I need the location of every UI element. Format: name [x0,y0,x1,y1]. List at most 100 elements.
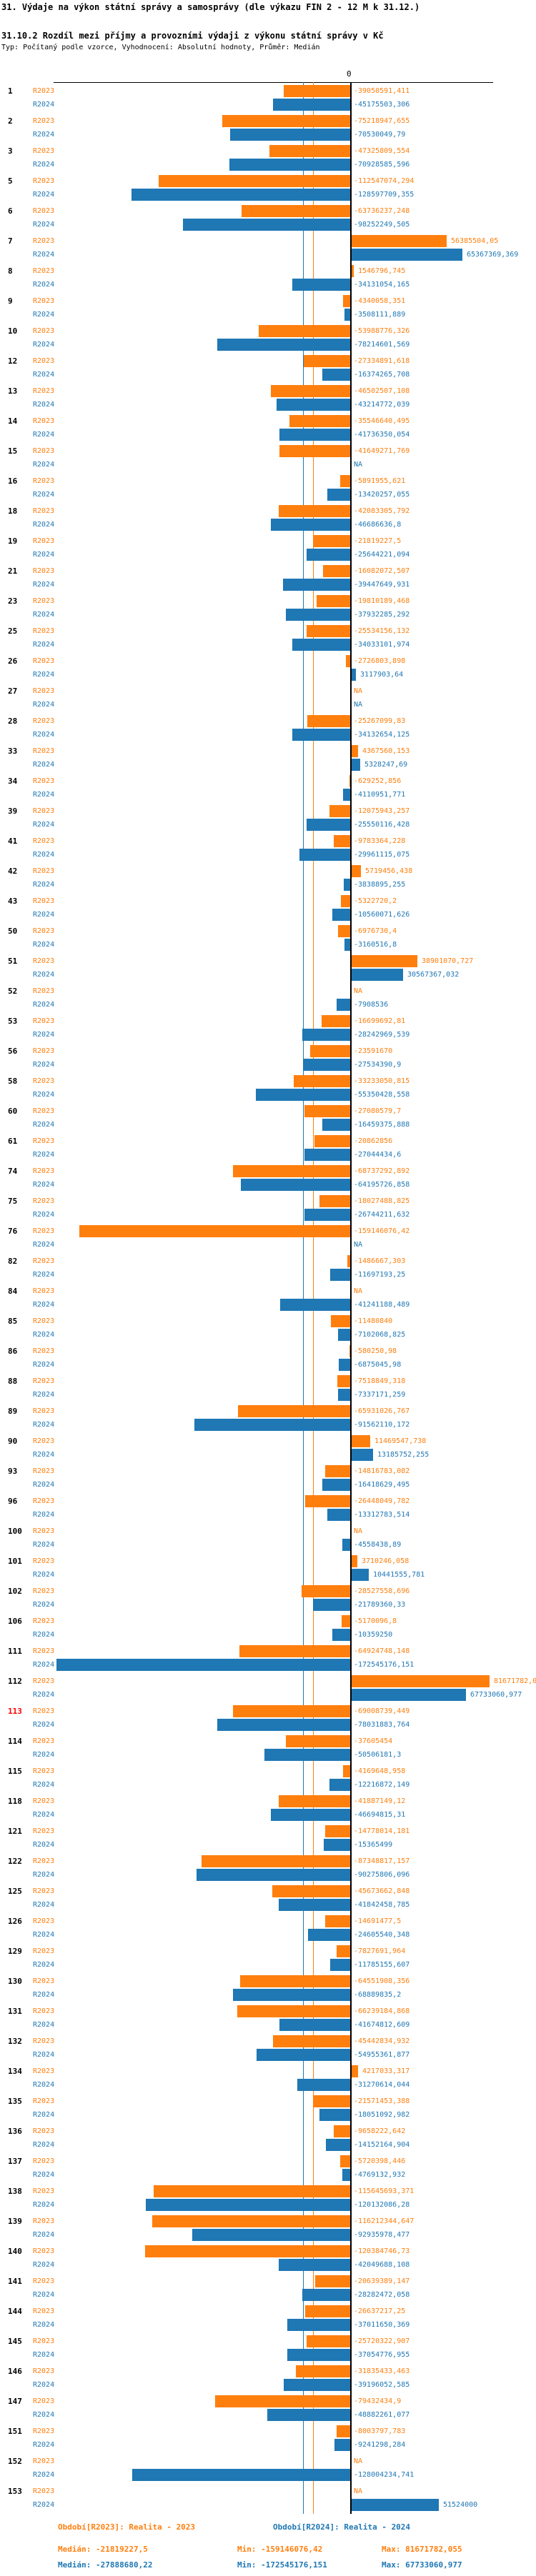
value-label: -65931026,767 [354,1407,410,1415]
series-label-r2023: R2023 [33,1737,55,1745]
value-label: -4169648,958 [354,1767,406,1775]
value-bar [305,2305,350,2317]
value-label: -34132654,125 [354,731,410,739]
series-label-r2024: R2024 [33,161,55,169]
series-label-r2024: R2024 [33,641,55,649]
value-bar [271,385,350,397]
value-label: 4367560,153 [362,747,410,755]
value-label: -18027488,825 [354,1197,410,1205]
row-id-label: 121 [8,1827,22,1836]
value-label: -25550116,428 [354,821,410,829]
value-label: -120132086,28 [354,2201,410,2209]
value-label: NA [354,1287,363,1295]
value-bar [289,415,350,427]
value-bar [327,489,350,501]
value-label: 65367369,369 [467,251,519,259]
series-label-r2024: R2024 [33,2111,55,2119]
series-label-r2023: R2023 [33,1107,55,1115]
row-id-label: 89 [8,1407,18,1416]
value-label: -27534390,9 [354,1061,402,1069]
value-bar [279,2259,350,2271]
value-bar [286,609,350,621]
row-id-label: 141 [8,2277,22,2286]
value-label: -14152164,904 [354,2141,410,2149]
value-label: -3160516,8 [354,941,397,949]
row-id-label: 114 [8,1737,22,1746]
row-id-label: 144 [8,2307,22,2316]
series-label-r2024: R2024 [33,2081,55,2089]
series-label-r2023: R2023 [33,1257,55,1265]
value-label: -54955361,877 [354,2051,410,2059]
value-bar [351,1435,370,1447]
row-id-label: 85 [8,1317,18,1326]
value-label: 30567367,032 [407,971,460,979]
value-bar [233,1705,350,1717]
value-label: -87348817,157 [354,1857,410,1865]
value-bar [322,1119,350,1131]
row-id-label: 42 [8,867,18,876]
value-bar [217,339,350,351]
value-label: -27044434,6 [354,1151,402,1159]
value-label: -48882261,077 [354,2411,410,2419]
series-label-r2023: R2023 [33,2217,55,2225]
row-id-label: 61 [8,1137,18,1146]
row-id-label: 88 [8,1377,18,1386]
series-label-r2024: R2024 [33,1211,55,1219]
row-id-label: 26 [8,657,18,666]
row-id-label: 27 [8,687,18,696]
value-bar [319,1195,350,1207]
value-label: -47325809,554 [354,147,410,155]
value-bar [314,1135,350,1147]
row-id-label: 16 [8,476,18,486]
value-label: -23591670 [354,1047,393,1055]
row-id-label: 50 [8,927,18,936]
series-label-r2023: R2023 [33,447,55,455]
row-id-label: 90 [8,1437,18,1446]
value-label: -10560071,626 [354,911,410,919]
value-label: -70928585,596 [354,161,410,169]
value-bar [297,2079,350,2091]
series-label-r2024: R2024 [33,1751,55,1759]
value-label: -14691477,5 [354,1917,402,1925]
series-label-r2024: R2024 [33,881,55,889]
value-bar [330,1959,350,1971]
value-label: -69008739,449 [354,1707,410,1715]
page-title: 31. Výdaje na výkon státní správy a samo… [1,2,420,12]
row-id-label: 60 [8,1107,18,1116]
value-label: NA [354,701,363,709]
legend-r2024: Období[R2024]: Realita - 2024 [273,2522,411,2532]
value-label: -91562110,172 [354,1421,410,1429]
row-id-label: 74 [8,1167,18,1176]
value-bar [349,775,350,787]
value-bar [233,1165,350,1177]
value-bar [271,1809,350,1821]
value-label: -42083305,792 [354,507,410,515]
row-id-label: 132 [8,2037,22,2046]
value-label: -31835433,463 [354,2367,410,2375]
value-bar [79,1225,350,1237]
series-label-r2024: R2024 [33,2351,55,2359]
value-bar [331,1315,350,1327]
row-id-label: 28 [8,717,18,726]
value-label: -16082072,507 [354,567,410,575]
series-label-r2023: R2023 [33,2427,55,2435]
row-id-label: 3 [8,146,13,156]
row-id-label: 134 [8,2067,22,2076]
series-label-r2023: R2023 [33,2097,55,2105]
value-label: -31270614,044 [354,2081,410,2089]
value-label: -39050591,411 [354,87,410,95]
value-bar [183,219,350,231]
value-label: -68889835,2 [354,1991,402,1999]
value-bar [351,969,403,981]
series-label-r2024: R2024 [33,2411,55,2419]
value-bar [257,2049,350,2061]
value-label: -45442834,932 [354,2037,410,2045]
value-bar [286,1735,350,1747]
value-label: -7827691,964 [354,1947,406,1955]
series-label-r2024: R2024 [33,1481,55,1489]
series-label-r2023: R2023 [33,117,55,125]
series-label-r2023: R2023 [33,987,55,995]
series-label-r2024: R2024 [33,1241,55,1249]
series-label-r2024: R2024 [33,1301,55,1309]
